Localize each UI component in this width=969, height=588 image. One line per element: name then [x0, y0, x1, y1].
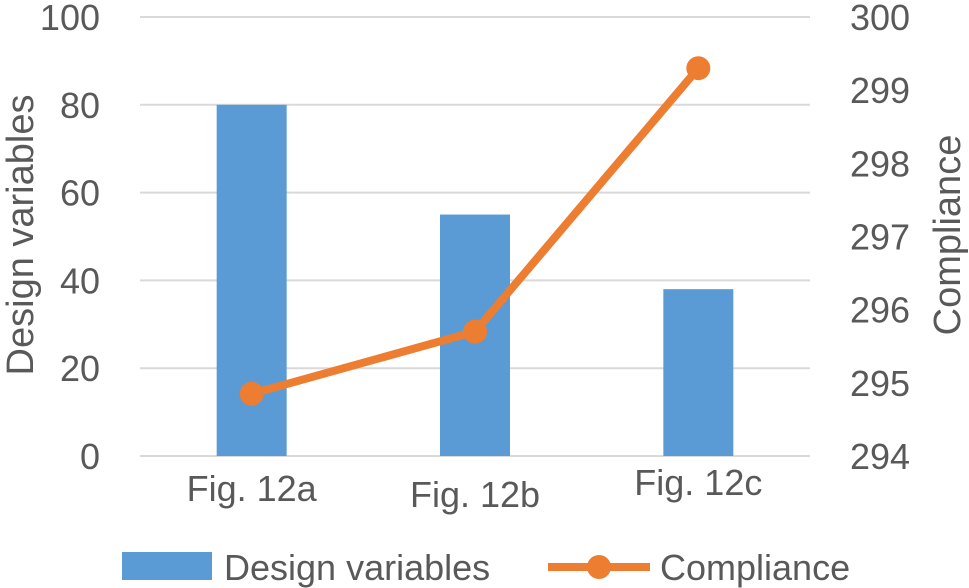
- compliance-point-1: [239, 381, 264, 406]
- x-tick-label: Fig. 12b: [410, 474, 540, 515]
- compliance-point-2: [463, 319, 487, 344]
- right-axis-title: Compliance: [927, 135, 969, 336]
- bars: [216, 104, 734, 457]
- right-tick-label: 296: [850, 290, 910, 331]
- right-tick-label: 295: [850, 363, 910, 404]
- x-tick-label: Fig. 12c: [634, 462, 762, 503]
- legend-compliance-label: Compliance: [660, 547, 850, 588]
- right-tick-label: 297: [850, 217, 910, 258]
- left-tick-label: 60: [60, 173, 100, 214]
- legend-design-variables-swatch: [122, 552, 212, 580]
- right-tick-label: 298: [850, 143, 910, 184]
- left-tick-label: 20: [60, 348, 100, 389]
- right-tick-label: 300: [850, 0, 910, 38]
- right-tick-label: 299: [850, 70, 910, 111]
- x-tick-label: Fig. 12a: [187, 468, 318, 509]
- compliance-line-layer: [239, 56, 711, 406]
- left-tick-label: 40: [60, 260, 100, 301]
- compliance-point-3: [686, 56, 711, 81]
- left-axis-title: Design variables: [0, 95, 42, 376]
- x-axis-ticks: Fig. 12a Fig. 12b Fig. 12c: [187, 462, 763, 515]
- left-axis-ticks: 0 20 40 60 80 100: [40, 0, 100, 477]
- left-tick-label: 0: [80, 436, 100, 477]
- right-tick-label: 294: [850, 436, 910, 477]
- legend: Design variables Compliance: [122, 547, 850, 588]
- legend-design-variables-label: Design variables: [224, 547, 490, 588]
- right-axis-ticks: 294 295 296 297 298 299 300: [850, 0, 910, 477]
- left-tick-label: 100: [40, 0, 100, 38]
- legend-compliance-marker: [587, 555, 611, 579]
- left-tick-label: 80: [60, 85, 100, 126]
- bar-3: [663, 289, 734, 456]
